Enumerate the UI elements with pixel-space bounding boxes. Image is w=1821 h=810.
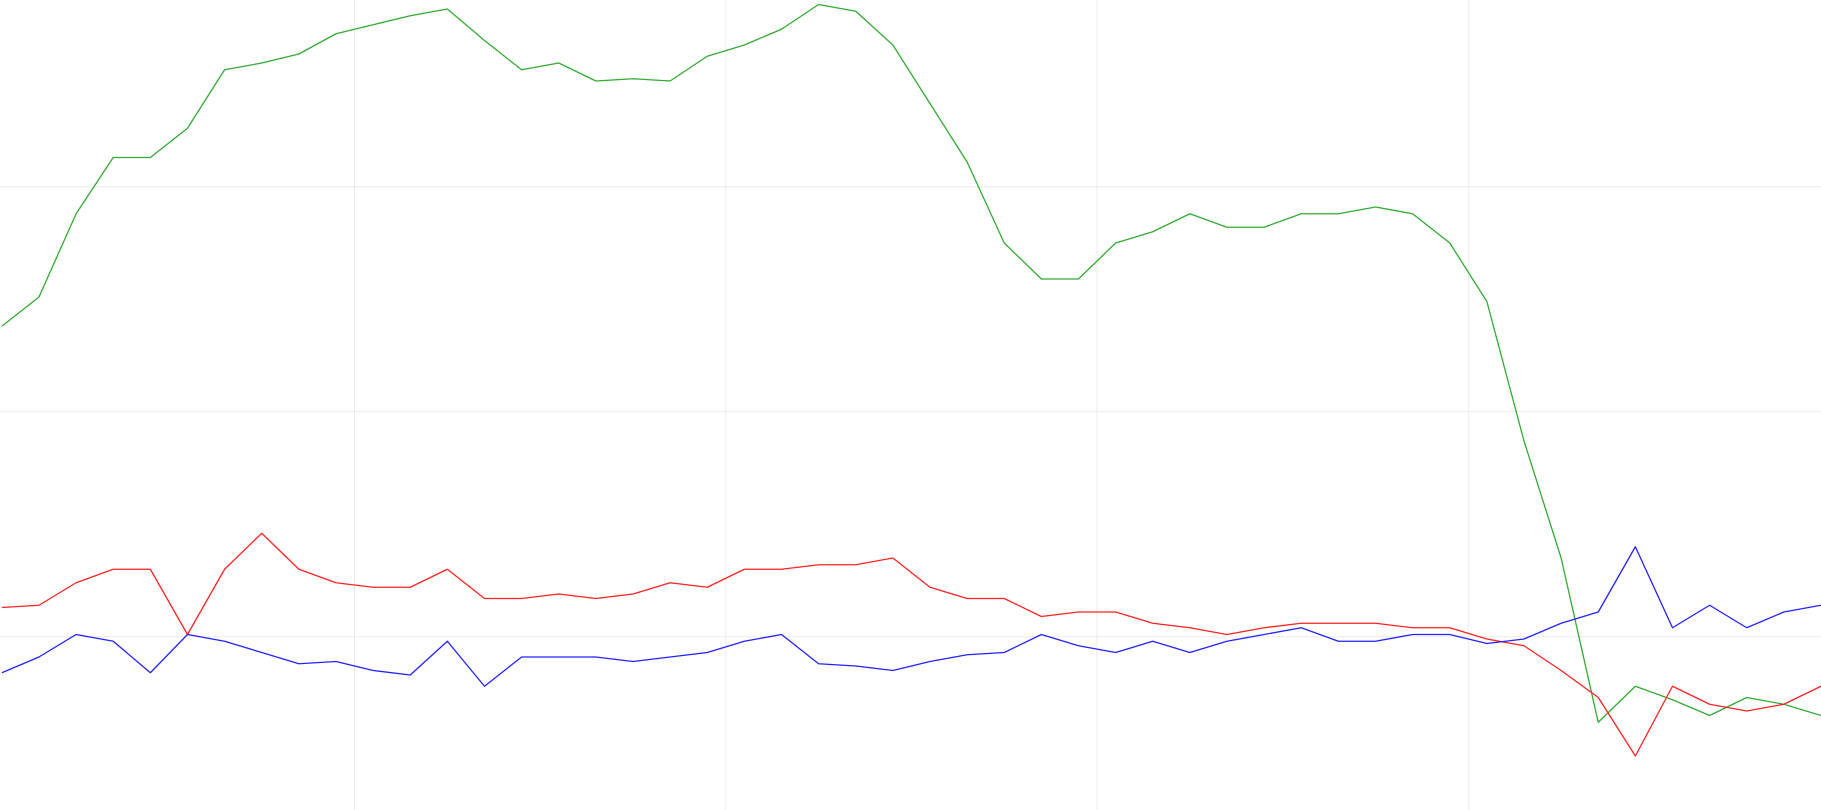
- line: [1, 546, 1821, 687]
- line: [1, 532, 1821, 757]
- line: [1, 3, 1821, 723]
